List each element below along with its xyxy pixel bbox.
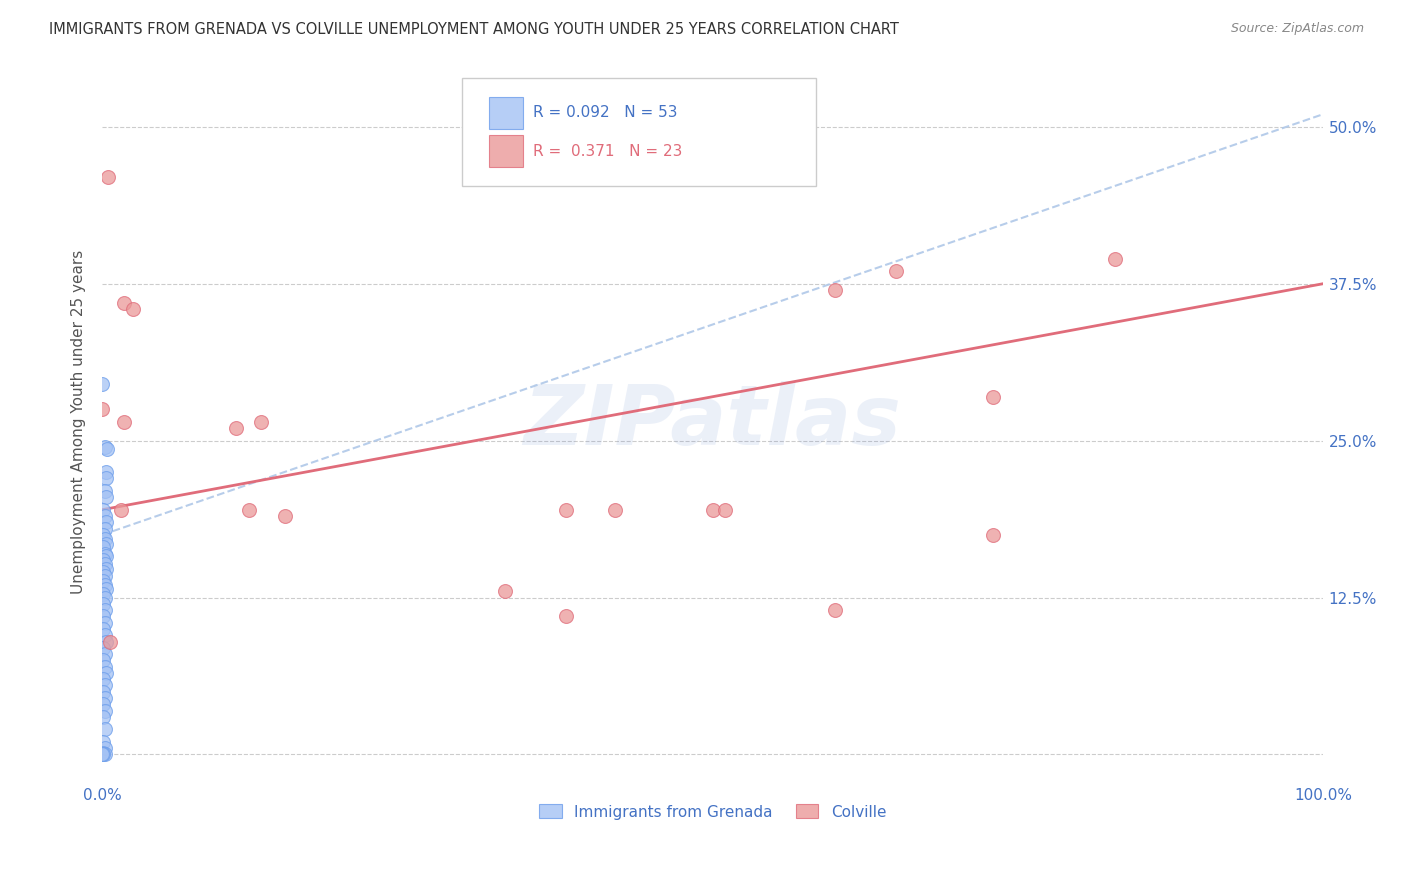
Point <box>93 741 115 756</box>
Point <box>94 582 117 596</box>
Point <box>94 471 117 485</box>
Text: R =  0.371   N = 23: R = 0.371 N = 23 <box>533 144 682 159</box>
Point <box>555 502 578 516</box>
Point <box>238 502 260 516</box>
Point <box>94 562 117 576</box>
Point <box>981 390 1004 404</box>
Point <box>93 622 115 636</box>
Point <box>93 591 115 605</box>
Point <box>93 574 115 589</box>
Point <box>93 522 115 536</box>
Point <box>91 402 114 417</box>
Point <box>93 653 115 667</box>
Point <box>93 615 115 630</box>
Text: R = 0.092   N = 53: R = 0.092 N = 53 <box>533 105 678 120</box>
Point <box>274 508 297 523</box>
Point <box>93 672 115 686</box>
Point <box>93 553 115 567</box>
Point <box>93 684 115 698</box>
Point <box>93 557 115 571</box>
Point <box>94 549 117 563</box>
Point <box>93 603 115 617</box>
Point <box>93 483 115 498</box>
Point <box>93 647 115 661</box>
Point <box>94 634 117 648</box>
Y-axis label: Unemployment Among Youth under 25 years: Unemployment Among Youth under 25 years <box>72 250 86 594</box>
Point <box>91 747 114 762</box>
Point <box>93 566 115 580</box>
Point <box>93 508 115 523</box>
Point <box>91 377 114 392</box>
Text: ZIPatlas: ZIPatlas <box>523 382 901 462</box>
Point <box>494 584 516 599</box>
Point <box>981 528 1004 542</box>
Point <box>93 678 115 692</box>
Point <box>93 541 115 555</box>
Point <box>93 723 115 737</box>
Point <box>94 465 117 479</box>
Point <box>93 628 115 642</box>
Point <box>93 587 115 601</box>
Point <box>93 710 115 724</box>
Point <box>1104 252 1126 266</box>
FancyBboxPatch shape <box>463 78 817 186</box>
Point <box>93 547 115 561</box>
Point <box>94 665 117 680</box>
Point <box>250 415 273 429</box>
Point <box>93 691 115 706</box>
Point <box>93 569 115 583</box>
Point <box>93 532 115 546</box>
Point <box>110 502 132 516</box>
Point <box>121 301 143 316</box>
Legend: Immigrants from Grenada, Colville: Immigrants from Grenada, Colville <box>533 798 893 826</box>
Point <box>97 169 120 184</box>
Point <box>93 528 115 542</box>
Text: Source: ZipAtlas.com: Source: ZipAtlas.com <box>1230 22 1364 36</box>
Point <box>93 578 115 592</box>
FancyBboxPatch shape <box>489 136 523 168</box>
Point <box>93 659 115 673</box>
Point <box>94 536 117 550</box>
Point <box>112 415 135 429</box>
Point <box>702 502 724 516</box>
Point <box>93 735 115 749</box>
Point <box>93 440 115 454</box>
Point <box>93 698 115 712</box>
Point <box>93 747 115 762</box>
Point <box>94 490 117 504</box>
Point <box>98 634 121 648</box>
Point <box>112 295 135 310</box>
Point <box>94 515 117 529</box>
Point <box>96 442 118 457</box>
FancyBboxPatch shape <box>489 96 523 128</box>
Point <box>93 609 115 624</box>
Point <box>884 264 907 278</box>
Point <box>713 502 735 516</box>
Point <box>824 603 846 617</box>
Point <box>93 502 115 516</box>
Text: IMMIGRANTS FROM GRENADA VS COLVILLE UNEMPLOYMENT AMONG YOUTH UNDER 25 YEARS CORR: IMMIGRANTS FROM GRENADA VS COLVILLE UNEM… <box>49 22 898 37</box>
Point <box>824 283 846 297</box>
Point <box>93 640 115 655</box>
Point <box>603 502 626 516</box>
Point <box>93 704 115 718</box>
Point <box>93 597 115 611</box>
Point <box>555 609 578 624</box>
Point <box>225 421 247 435</box>
Point <box>93 746 115 760</box>
Point <box>93 747 115 762</box>
